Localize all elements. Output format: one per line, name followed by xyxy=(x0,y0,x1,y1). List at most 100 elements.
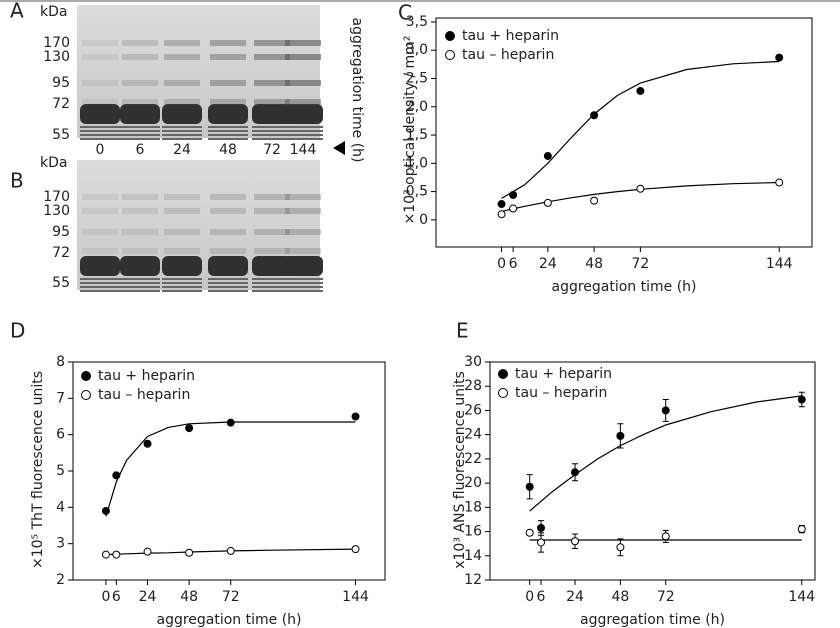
x-tick-label: 6 xyxy=(537,589,546,605)
gel-band xyxy=(120,278,160,280)
legend-marker xyxy=(445,31,455,41)
data-point xyxy=(571,468,580,477)
data-point xyxy=(112,471,121,480)
x-tick-label: 72 xyxy=(657,589,675,605)
data-point xyxy=(226,546,235,555)
data-point xyxy=(661,532,670,541)
y-tick-label: 16 xyxy=(464,524,482,540)
x-tick-label: 48 xyxy=(611,589,629,605)
fit-line xyxy=(501,60,780,199)
gel-band xyxy=(252,104,292,124)
y-tick-label: 0,5 xyxy=(406,184,428,200)
gel-band xyxy=(162,282,202,284)
gel-band xyxy=(285,248,321,254)
y-tick-label: 8 xyxy=(56,354,65,370)
lane-label: 0 xyxy=(96,142,105,158)
gel-band xyxy=(210,229,246,235)
legend-marker xyxy=(498,369,508,379)
gel-band xyxy=(285,40,321,46)
gel-band xyxy=(254,54,290,60)
x-tick-label: 0 xyxy=(525,589,534,605)
lane-label: 6 xyxy=(136,142,145,158)
gel-band xyxy=(164,194,200,200)
legend-marker xyxy=(498,388,508,398)
y-tick-label: 2 xyxy=(56,572,65,588)
gel-band xyxy=(210,208,246,214)
data-point xyxy=(636,184,645,193)
gel-band xyxy=(82,229,118,235)
gel-band xyxy=(208,282,248,284)
x-tick-label: 24 xyxy=(139,589,157,605)
x-axis-label: aggregation time (h) xyxy=(156,612,301,628)
y-tick-label: 26 xyxy=(464,402,482,418)
gel-band xyxy=(80,130,120,132)
data-point xyxy=(185,424,194,433)
y-tick-label: 2,0 xyxy=(406,99,428,115)
gel-band xyxy=(122,208,158,214)
data-point xyxy=(525,482,534,491)
gel-band xyxy=(208,134,248,136)
gel-band xyxy=(120,104,160,124)
gel-band xyxy=(252,278,292,280)
gel-marker-label: 55 xyxy=(52,127,70,143)
gel-unit: kDa xyxy=(40,155,67,171)
y-axis-label: ×10³ optical density / mm² xyxy=(402,36,418,225)
gel-band xyxy=(208,126,248,128)
gel-band xyxy=(82,194,118,200)
gel-band xyxy=(208,138,248,140)
gel-marker-label: 72 xyxy=(52,96,70,112)
legend-label: tau – heparin xyxy=(515,385,607,401)
gel-band xyxy=(122,54,158,60)
gel-band xyxy=(162,138,202,140)
y-tick-label: 18 xyxy=(464,499,482,515)
gel-band xyxy=(82,54,118,60)
gel-band xyxy=(80,282,120,284)
gel-band xyxy=(283,138,323,140)
data-point xyxy=(661,406,670,415)
legend-label: tau + heparin xyxy=(462,28,559,44)
plot-frame xyxy=(489,361,816,581)
x-tick-label: 72 xyxy=(222,589,240,605)
gel-band xyxy=(254,194,290,200)
y-tick-label: 6 xyxy=(56,427,65,443)
gel-band xyxy=(208,256,248,276)
gel-band xyxy=(208,286,248,288)
fit-line xyxy=(529,395,802,512)
data-point xyxy=(616,431,625,440)
gel-band xyxy=(120,130,160,132)
data-point xyxy=(101,550,110,559)
gel-band xyxy=(164,229,200,235)
data-point xyxy=(797,525,806,534)
x-tick-label: 0 xyxy=(497,256,506,272)
gel-band xyxy=(252,138,292,140)
data-point xyxy=(185,548,194,557)
gel-marker-label: 130 xyxy=(43,203,70,219)
x-tick-label: 6 xyxy=(509,256,518,272)
data-point xyxy=(775,53,784,62)
gel-band xyxy=(164,248,200,254)
gel-band xyxy=(210,99,246,105)
gel-band xyxy=(283,290,323,292)
x-tick-label: 6 xyxy=(112,589,121,605)
gel-band xyxy=(82,99,118,105)
data-point xyxy=(509,204,518,213)
data-point xyxy=(525,528,534,537)
gel-band xyxy=(80,138,120,140)
legend-label: tau – heparin xyxy=(98,387,190,403)
gel-band xyxy=(82,248,118,254)
gel-band xyxy=(122,248,158,254)
gel-band xyxy=(208,130,248,132)
legend-marker xyxy=(81,371,91,381)
gel-band xyxy=(283,104,323,124)
y-axis-label: x10³ ANS fluorescence units xyxy=(452,371,468,569)
fit-line xyxy=(105,421,356,517)
data-point xyxy=(143,439,152,448)
gel-band xyxy=(283,278,323,280)
gel-band xyxy=(122,229,158,235)
gel-band xyxy=(162,278,202,280)
y-tick-label: 28 xyxy=(464,378,482,394)
gel-band xyxy=(82,80,118,86)
gel-band xyxy=(80,126,120,128)
data-point xyxy=(226,418,235,427)
gel-band xyxy=(283,130,323,132)
